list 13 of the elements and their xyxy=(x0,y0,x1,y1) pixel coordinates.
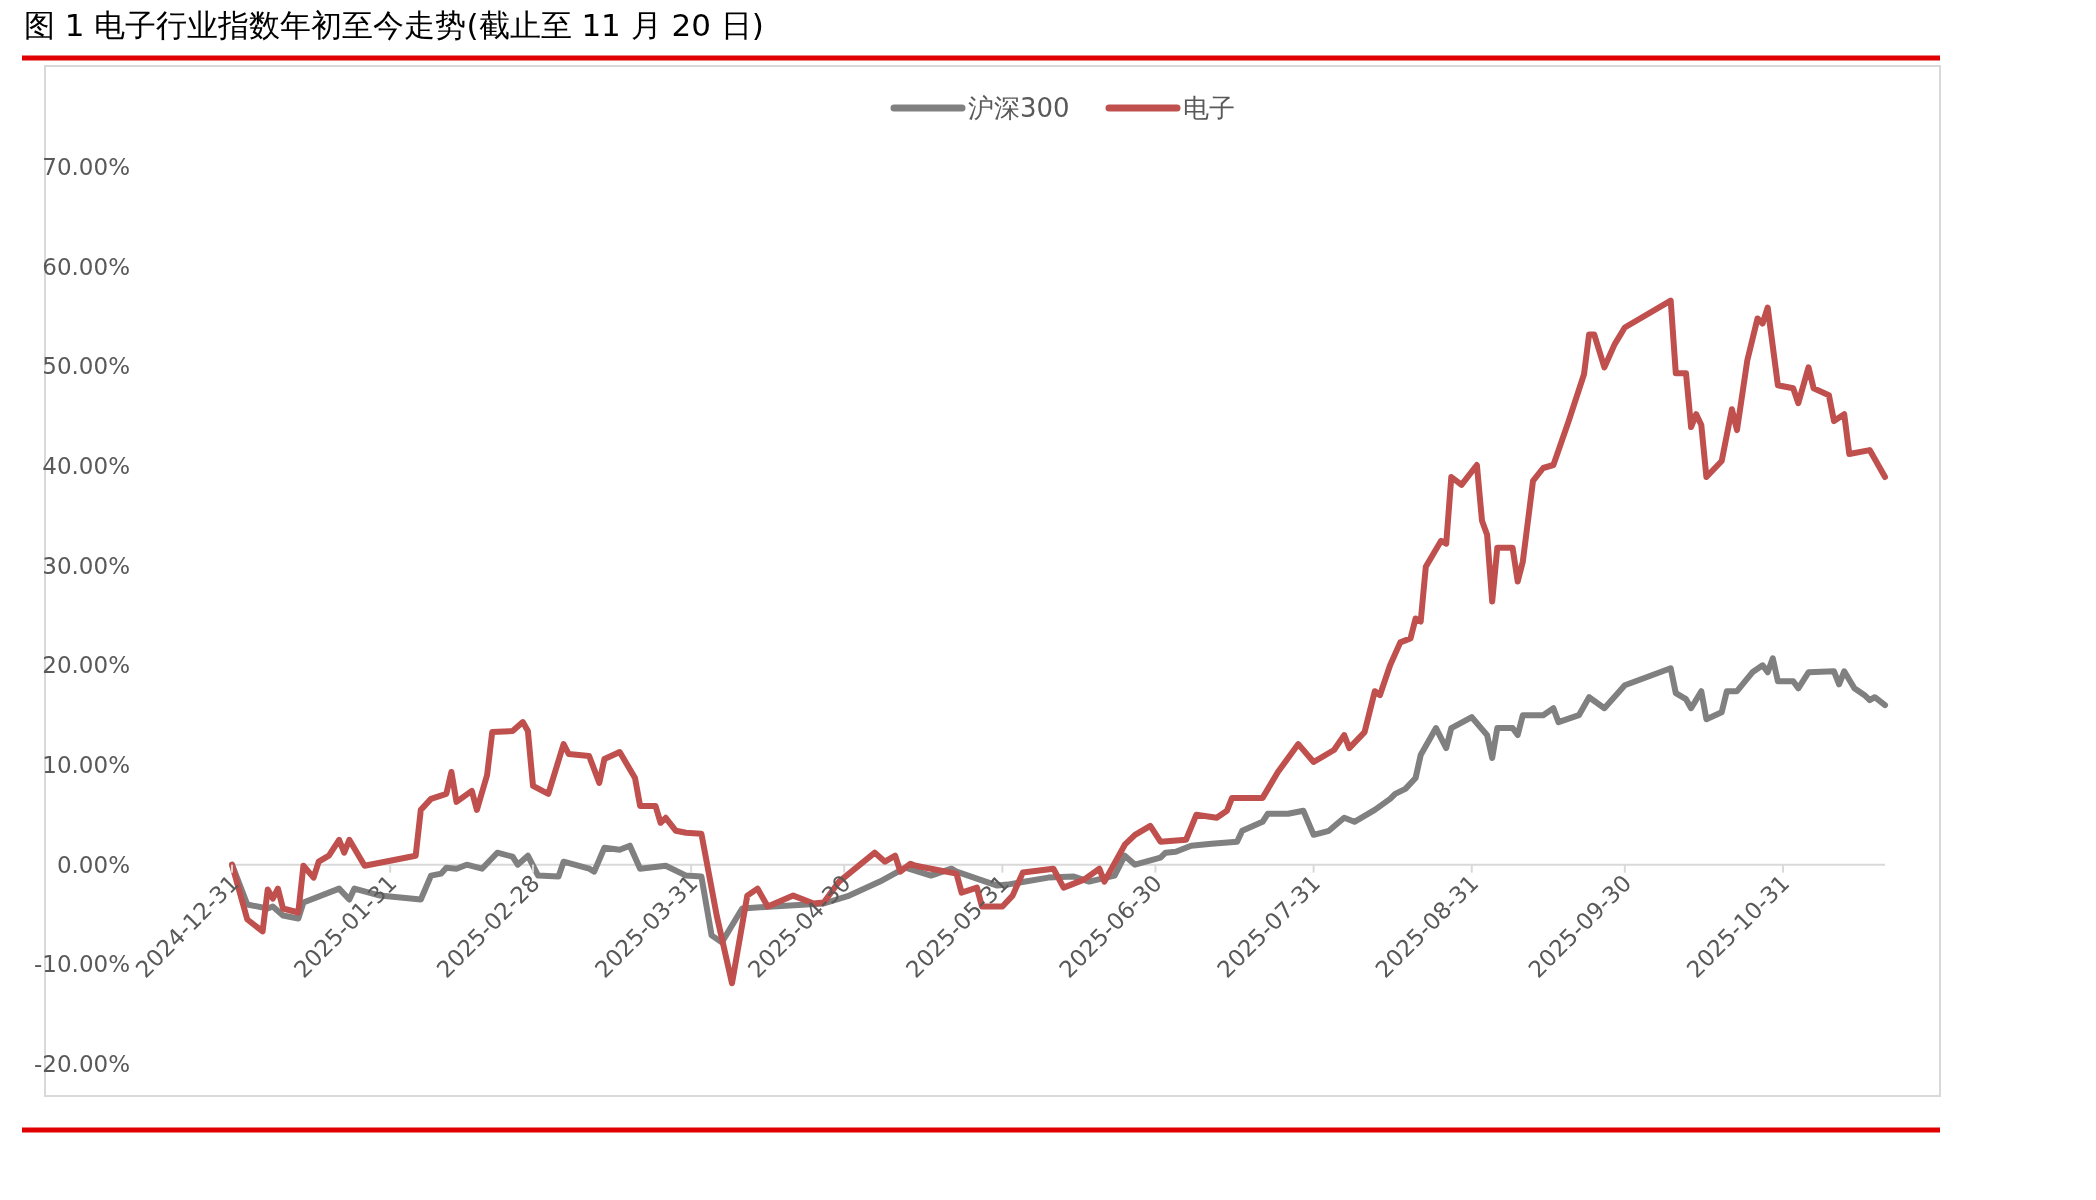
legend-label: 电子 xyxy=(1183,93,1235,123)
y-tick-label: 50.00% xyxy=(42,353,130,380)
y-tick-label: 10.00% xyxy=(42,752,130,778)
y-tick-label: 40.00% xyxy=(42,453,130,479)
legend-label: 沪深300 xyxy=(968,93,1070,123)
y-tick-label: 70.00% xyxy=(42,154,130,180)
y-tick-label: 30.00% xyxy=(42,552,130,579)
y-tick-label: 0.00% xyxy=(56,851,130,878)
y-tick-label: 20.00% xyxy=(42,652,130,679)
y-tick-label: 60.00% xyxy=(42,253,130,280)
y-tick-label: -10.00% xyxy=(34,951,130,978)
y-tick-label: -20.00% xyxy=(34,1051,130,1077)
title: 图 1 电子行业指数年初至今走势(截止至 11 月 20 日) xyxy=(24,7,764,43)
